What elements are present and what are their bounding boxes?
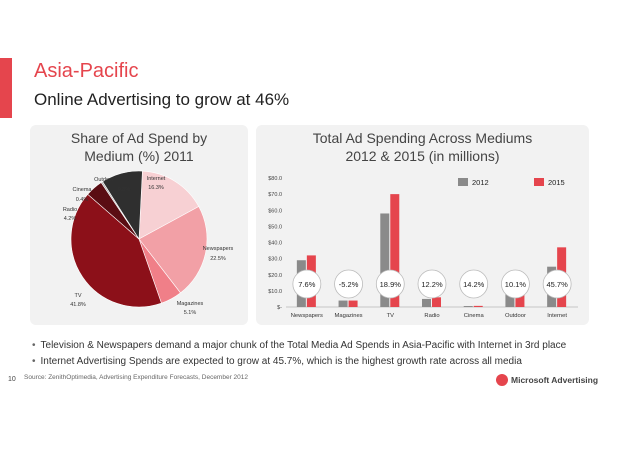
pie-slice-outdoor [102,170,143,240]
x-tick-label: Radio [424,313,439,319]
growth-label: 18.9% [380,280,402,289]
growth-label: 12.2% [421,280,443,289]
growth-label: 14.2% [463,280,485,289]
bar-2012 [422,298,431,307]
bar-panel: Total Ad Spending Across Mediums 2012 & … [256,125,589,325]
x-tick-label: Newspapers [291,313,323,319]
growth-badge [542,269,572,299]
bar-title-line1: Total Ad Spending Across Mediums [312,130,533,146]
y-tick-label: $10.0 [268,289,282,295]
x-tick-label: TV [387,313,395,319]
y-tick-label: $30.0 [268,257,282,263]
y-tick-label: $80.0 [268,176,282,182]
pie-value-label: 5.1% [184,310,197,316]
pie-slice-newspapers [138,206,208,294]
bar-2012 [338,300,348,307]
bar-2015 [390,194,400,307]
bar-2015 [515,289,525,307]
x-tick-label: Internet [547,313,567,319]
pie-label: TV [74,293,81,299]
growth-label: 45.7% [547,280,569,289]
bar-2012 [380,213,390,307]
growth-label: 7.6% [298,280,315,289]
bar-2015 [432,297,441,307]
growth-badge [334,269,363,299]
pie-chart: Internet 16.3% Newspapers 22.5% Magazines 5.1… [63,170,234,316]
x-tick-label: Cinema [464,313,485,319]
y-tick-label: $50.0 [268,224,282,230]
y-tick-label: $40.0 [268,241,282,247]
pie-value-label: 0.4% [76,197,89,203]
pie-label: Radio [63,207,77,213]
legend-swatch [534,178,544,186]
growth-badge [292,269,322,299]
y-tick-label: $- [277,305,282,311]
pie-title-line1: Share of Ad Spend by [70,130,208,146]
x-tick-label: Outdoor [505,313,526,319]
pie-slice-tv [70,193,162,308]
growth-badge [417,269,447,299]
legend-label: 2015 [548,178,565,187]
pie-label: Cinema [73,187,93,193]
bar-2015 [348,300,358,307]
growth-label: -5.2% [339,280,359,289]
page-title: Asia-Pacific [34,60,139,82]
page-number: 10 [8,376,16,383]
legend-label: 2012 [472,178,489,187]
legend-swatch [458,178,468,186]
bullet-item: Internet Advertising Spends are expected… [32,354,566,370]
accent-bar [0,58,12,118]
pie-title-line2: Medium (%) 2011 [84,148,194,164]
pie-slice-internet [138,170,200,240]
pie-value-label: 22.5% [210,256,226,262]
bar-chart: $- $10.0 $20.0 $30.0 $40.0 $50.0 $60.0 $70.0 $80… [268,176,578,319]
y-tick-label: $70.0 [268,192,282,198]
page-subtitle: Online Advertising to grow at 46% [34,90,290,109]
logo-text: Microsoft Advertising [511,375,599,385]
logo-icon [496,374,508,386]
growth-label: 10.1% [505,280,527,289]
bar-2012 [505,290,515,307]
bar-title-line2: 2012 & 2015 (in millions) [345,148,500,164]
pie-label: Internet [147,176,166,182]
pie-value-label: 4.2% [64,216,77,222]
bullet-item: Television & Newspapers demand a major c… [32,338,567,354]
y-tick-label: $60.0 [268,208,282,214]
bullet-list: Television & Newspapers demand a major c… [32,338,567,370]
growth-badge [459,269,489,299]
growth-badge [501,269,530,299]
pie-value-label: 16.3% [148,185,164,191]
source-note: Source: ZenithOptimedia, Advertising Exp… [24,374,249,381]
bar-2015 [473,305,483,307]
pie-value-label: 41.8% [70,302,86,308]
pie-label: Newspapers [203,246,234,252]
bar-2012 [463,306,473,307]
growth-badge [375,269,405,299]
pie-value-label: 9.8% [118,187,131,193]
y-tick-label: $20.0 [268,273,282,279]
pie-label: Outdoor [94,177,114,183]
brand-logo: Microsoft Advertising [496,374,598,386]
pie-label: Magazines [177,301,204,307]
x-tick-label: Magazines [335,313,363,319]
